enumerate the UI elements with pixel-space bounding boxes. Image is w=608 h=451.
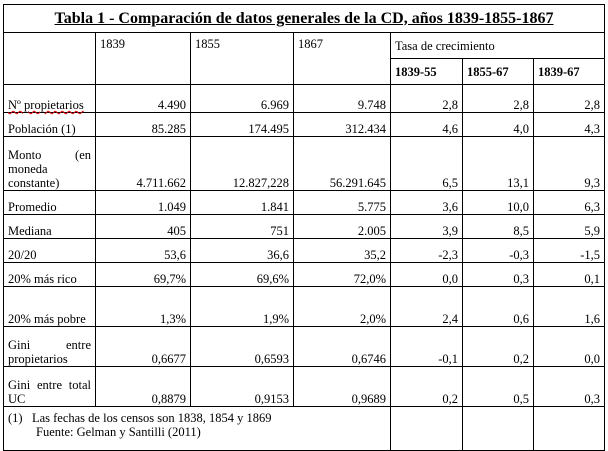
- table-cell: 0,8879: [95, 366, 191, 407]
- table-cell: 0,6: [462, 286, 534, 327]
- table-cell: -0,3: [462, 238, 534, 263]
- table-cell: 1,3%: [95, 286, 191, 327]
- table-cell: 0,9153: [190, 366, 294, 407]
- table-cell: 13,1: [462, 136, 534, 191]
- table-cell: 3,9: [390, 214, 463, 239]
- table-row: Gini entre total UC 0,8879 0,9153 0,9689…: [3, 366, 606, 407]
- table-row: Mediana 405 751 2.005 3,9 8,5 5,9: [3, 214, 606, 239]
- table-cell: 35,2: [293, 238, 391, 263]
- row-label: 20% más rico: [3, 262, 96, 287]
- table-cell: 1.841: [190, 190, 294, 215]
- table-cell: 1,6: [532, 286, 606, 327]
- table-cell: 4,3: [532, 112, 606, 137]
- table-cell: 10,0: [462, 190, 534, 215]
- table-cell: 6,3: [532, 190, 606, 215]
- table-row: Promedio 1.049 1.841 5.775 3,6 10,0 6,3: [3, 190, 606, 215]
- table-cell: 9,3: [532, 136, 606, 191]
- table-cell: 4.711.662: [95, 136, 191, 191]
- table-cell: 2,4: [390, 286, 463, 327]
- col-header-1839: 1839: [95, 32, 191, 85]
- note-line-1: Las fechas de los censos son 1838, 1854 …: [31, 411, 272, 425]
- row-label: Promedio: [3, 190, 96, 215]
- table-cell: 174.495: [190, 112, 294, 137]
- growth-col-1855-67: 1855-67: [462, 58, 534, 85]
- row-label: 20/20: [3, 238, 96, 263]
- table-cell: 405: [95, 214, 191, 239]
- table-cell: 0,3: [462, 262, 534, 287]
- table-cell: 4,0: [462, 112, 534, 137]
- row-label: Gini entre propietarios: [3, 326, 96, 367]
- row-label: Nº propietarios: [3, 84, 96, 113]
- table-cell: -2,3: [390, 238, 463, 263]
- table-cell: 2.005: [293, 214, 391, 239]
- growth-col-1839-67: 1839-67: [532, 58, 606, 85]
- table-cell: 312.434: [293, 112, 391, 137]
- table-cell: 85.285: [95, 112, 191, 137]
- col-header-1855: 1855: [190, 32, 294, 85]
- table-cell: 3,6: [390, 190, 463, 215]
- row-label: Mediana: [3, 214, 96, 239]
- table-cell: 2,8: [532, 84, 606, 113]
- table-row: 20/20 53,6 36,6 35,2 -2,3 -0,3 -1,5: [3, 238, 606, 263]
- table-cell: 53,6: [95, 238, 191, 263]
- empty-cell: [462, 406, 534, 451]
- table-cell: 0,6593: [190, 326, 294, 367]
- table-cell: 69,6%: [190, 262, 294, 287]
- table-cell: 56.291.645: [293, 136, 391, 191]
- table-cell: 6.969: [190, 84, 294, 113]
- table-cell: 0,3: [532, 366, 606, 407]
- table-cell: -1,5: [532, 238, 606, 263]
- table-row: Monto (en moneda constante) 4.711.662 12…: [3, 136, 606, 191]
- table-cell: 0,0: [532, 326, 606, 367]
- table-cell: 2,8: [390, 84, 463, 113]
- table-cell: -0,1: [390, 326, 463, 367]
- table-cell: 9.748: [293, 84, 391, 113]
- table-cell: 2,0%: [293, 286, 391, 327]
- table-cell: 69,7%: [95, 262, 191, 287]
- table-cell: 5,9: [532, 214, 606, 239]
- table-cell: 1,9%: [190, 286, 294, 327]
- note-marker: (1): [8, 411, 23, 425]
- table-cell: 4.490: [95, 84, 191, 113]
- table-cell: 8,5: [462, 214, 534, 239]
- table-cell: 0,2: [390, 366, 463, 407]
- table-notes: (1) Las fechas de los censos son 1838, 1…: [3, 406, 391, 451]
- table-cell: 4,6: [390, 112, 463, 137]
- table-title: Tabla 1 - Comparación de datos generales…: [2, 4, 606, 33]
- table-row: Población (1) 85.285 174.495 312.434 4,6…: [3, 112, 606, 137]
- empty-cell: [532, 406, 606, 451]
- table-row: 20% más pobre 1,3% 1,9% 2,0% 2,4 0,6 1,6: [3, 286, 606, 327]
- table-cell: 0,0: [390, 262, 463, 287]
- data-table: Tabla 1 - Comparación de datos generales…: [2, 4, 606, 451]
- table-row: 20% más rico 69,7% 69,6% 72,0% 0,0 0,3 0…: [3, 262, 606, 287]
- empty-cell: [390, 406, 463, 451]
- table-cell: 36,6: [190, 238, 294, 263]
- table-cell: 0,1: [532, 262, 606, 287]
- growth-col-1839-55: 1839-55: [390, 58, 463, 85]
- table-cell: 12.827,228: [190, 136, 294, 191]
- table-cell: 0,6677: [95, 326, 191, 367]
- row-label: Población (1): [3, 112, 96, 137]
- table-cell: 5.775: [293, 190, 391, 215]
- table-cell: 0,6746: [293, 326, 391, 367]
- table-row: Nº propietarios 4.490 6.969 9.748 2,8 2,…: [3, 84, 606, 113]
- row-label: 20% más pobre: [3, 286, 96, 327]
- table-cell: 0,5: [462, 366, 534, 407]
- table-row: Gini entre propietarios 0,6677 0,6593 0,…: [3, 326, 606, 367]
- table-cell: 1.049: [95, 190, 191, 215]
- row-label: Monto (en moneda constante): [3, 136, 96, 191]
- table-cell: 751: [190, 214, 294, 239]
- note-line-2: Fuente: Gelman y Santilli (2011): [36, 425, 201, 439]
- table-cell: 72,0%: [293, 262, 391, 287]
- growth-header: Tasa de crecimiento: [389, 32, 606, 59]
- table-cell: 6,5: [390, 136, 463, 191]
- table-cell: 2,8: [462, 84, 534, 113]
- notes-row: (1) Las fechas de los censos son 1838, 1…: [3, 406, 606, 451]
- corner-cell: [3, 32, 96, 85]
- row-label: Gini entre total UC: [3, 366, 96, 407]
- table-cell: 0,9689: [293, 366, 391, 407]
- col-header-1867: 1867: [293, 32, 391, 85]
- table-cell: 0,2: [462, 326, 534, 367]
